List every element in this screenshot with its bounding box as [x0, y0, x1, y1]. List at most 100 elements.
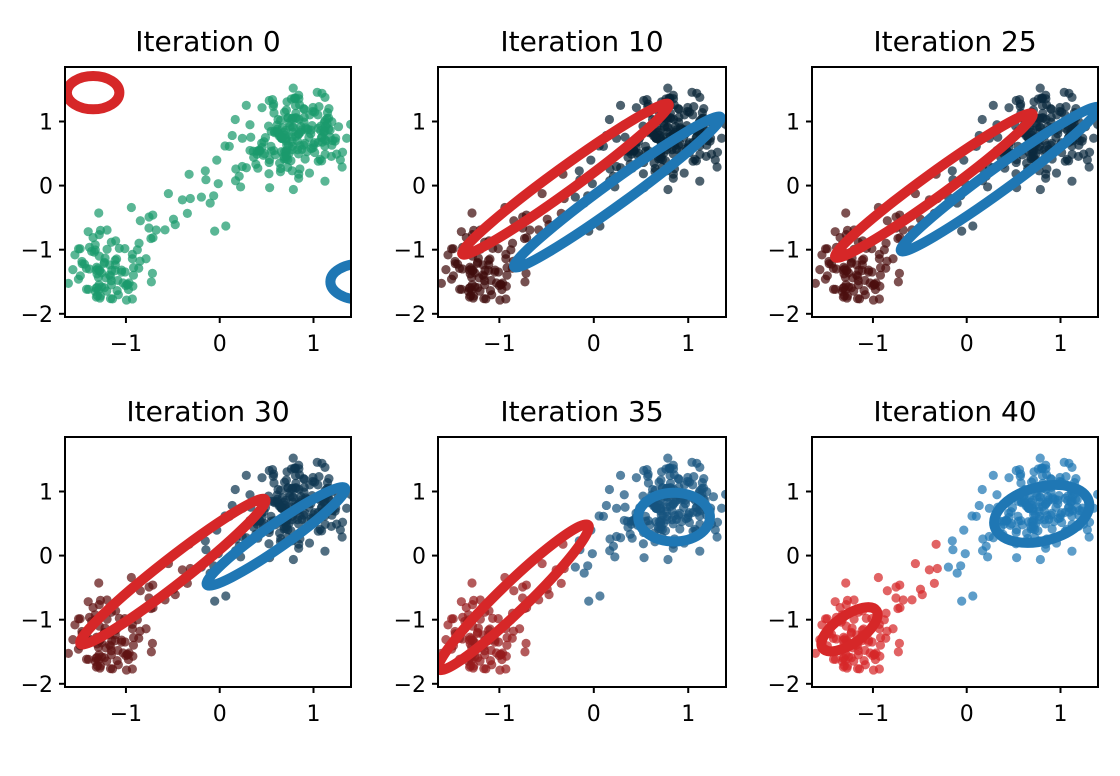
scatter-point	[285, 491, 295, 501]
scatter-point	[726, 124, 735, 133]
scatter-point	[1067, 546, 1077, 556]
scatter-point	[184, 169, 194, 179]
scatter-point	[615, 100, 626, 110]
scatter-point	[1032, 121, 1042, 131]
scatter-point	[1084, 162, 1094, 172]
scatter-point	[502, 270, 512, 280]
scatter-point	[521, 638, 531, 648]
y-tick-label: 1	[786, 110, 800, 135]
scatter-point	[1035, 83, 1045, 93]
axes-frame	[437, 436, 727, 688]
scatter-point	[151, 225, 161, 235]
scatter-point	[75, 244, 85, 254]
scatter-point	[205, 198, 215, 208]
scatter-point	[230, 176, 241, 186]
scatter-point	[467, 600, 478, 610]
scatter-point	[842, 291, 853, 301]
scatter-point	[960, 549, 970, 559]
scatter-point	[241, 100, 251, 110]
scatter-point	[428, 289, 437, 298]
scatter-point	[841, 208, 851, 218]
scatter-point	[519, 233, 530, 244]
scatter-point	[308, 140, 319, 150]
scatter-point	[842, 265, 852, 275]
scatter-point	[468, 635, 478, 645]
scatter-point	[1064, 458, 1074, 468]
scatter-point	[102, 656, 112, 666]
scatter-point	[924, 565, 934, 575]
cluster-ellipse-b	[895, 101, 1098, 257]
scatter-point	[144, 223, 154, 233]
scatter-point	[317, 458, 327, 468]
scatter-point	[615, 470, 626, 480]
scatter-point	[1101, 490, 1110, 499]
scatter-point	[177, 565, 187, 575]
scatter-point	[487, 660, 497, 670]
x-tick-label: −1	[857, 332, 889, 357]
scatter-point	[605, 546, 615, 556]
cluster-ellipse-b	[633, 487, 715, 547]
scatter-point	[752, 542, 761, 551]
scatter-point	[695, 176, 705, 186]
x-tick-label: 0	[587, 332, 601, 357]
scatter-point	[929, 578, 939, 588]
scatter-point	[651, 132, 662, 143]
scatter-point	[95, 661, 106, 671]
scatter-point	[351, 503, 360, 512]
scatter-point	[874, 294, 884, 304]
scatter-point	[456, 597, 466, 607]
scatter-point	[849, 595, 859, 605]
scatter-point	[210, 596, 220, 606]
scatter-point	[692, 458, 702, 468]
scatter-point	[983, 552, 993, 562]
scatter-point	[264, 157, 274, 168]
scatter-point	[264, 539, 274, 549]
scatter-point	[1061, 472, 1071, 482]
scatter-point	[469, 661, 479, 671]
panel-title: Iteration 10	[500, 25, 663, 58]
x-tick-label: 0	[960, 702, 974, 727]
scatter-point	[273, 114, 283, 125]
scatter-point	[350, 124, 351, 129]
scatter-point	[679, 168, 689, 178]
scatter-point	[128, 262, 139, 273]
scatter-point	[128, 640, 139, 650]
scatter-point	[638, 169, 648, 179]
x-tick-label: 0	[960, 332, 974, 357]
scatter-point	[619, 515, 629, 526]
scatter-point	[213, 179, 223, 189]
scatter-point	[525, 225, 535, 235]
plot-area	[428, 83, 735, 305]
scatter-point	[695, 149, 705, 159]
scatter-point	[663, 83, 673, 93]
scatter-point	[1082, 525, 1092, 535]
axes-frame	[811, 436, 1099, 688]
scatter-point	[473, 257, 483, 267]
x-tick-label: 1	[306, 332, 320, 357]
scatter-point	[867, 637, 877, 647]
cluster-ellipse-b	[325, 259, 351, 304]
scatter-point	[977, 546, 988, 556]
scatter-point	[270, 150, 280, 160]
scatter-point	[448, 614, 458, 624]
scatter-point	[494, 281, 504, 291]
scatter-point	[288, 184, 298, 195]
scatter-point	[1072, 502, 1082, 512]
panel-title: Iteration 25	[873, 25, 1036, 58]
scatter-point	[200, 166, 210, 176]
scatter-point	[147, 268, 158, 278]
scatter-point	[1084, 532, 1094, 542]
scatter-point	[113, 660, 123, 670]
axes-frame	[64, 436, 352, 688]
scatter-point	[726, 133, 735, 142]
scatter-point	[1067, 149, 1077, 159]
y-tick-label: −2	[21, 673, 53, 698]
scatter-point	[730, 485, 739, 494]
scatter-point	[1038, 501, 1048, 511]
panel-0: −1 0 1 −2 −1 0 1 Iteration 0	[21, 25, 352, 357]
scatter-point	[163, 188, 173, 199]
scatter-point	[494, 651, 504, 661]
scatter-point	[325, 132, 335, 142]
scatter-point	[1035, 554, 1045, 565]
scatter-point	[428, 659, 437, 668]
